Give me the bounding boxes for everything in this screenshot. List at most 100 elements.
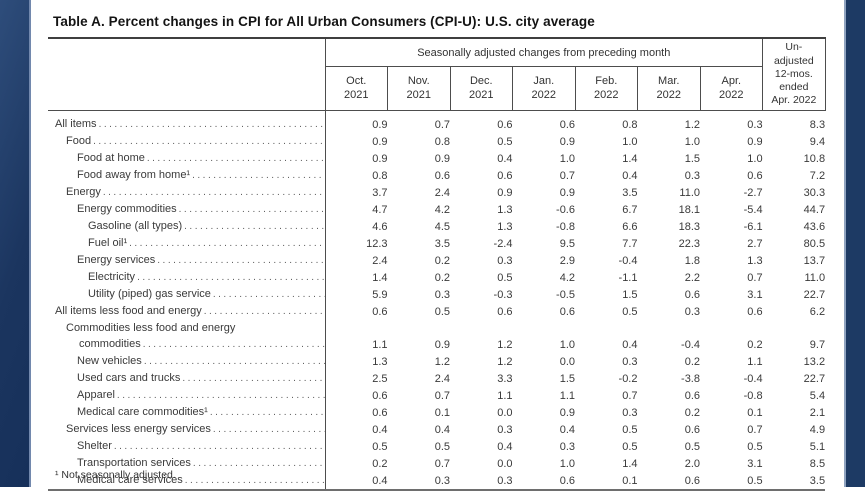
unadjusted-value-cell: 22.7 (803, 289, 826, 301)
table-row: Electricity.............................… (48, 269, 825, 286)
value-cell: 0.4 (622, 339, 638, 351)
table-row: Food at home............................… (48, 150, 825, 167)
table-row: Medical care services...................… (48, 472, 825, 490)
month-header-row: Oct. 2021 Nov. 2021 Dec. 2021 Jan. 2022 Feb. 2022… (48, 66, 825, 111)
value-cell: 1.0 (559, 153, 575, 165)
row-label-cell: Energy..................................… (48, 184, 326, 201)
column-header-year: 2022 (594, 88, 619, 101)
table-row: Medical care commodities¹...............… (48, 404, 825, 421)
value-cell: 0.6 (497, 119, 513, 131)
table-row: All items less food and energy..........… (48, 303, 825, 320)
value-cell: 1.0 (747, 153, 763, 165)
value-cell: 0.6 (372, 306, 388, 318)
value-cell: 0.7 (559, 170, 575, 182)
row-label: Electricity (88, 271, 136, 283)
row-label-continuation: commodities (79, 338, 141, 350)
value-cell: 0.5 (497, 136, 513, 148)
value-cell: 1.3 (372, 356, 388, 368)
column-header-year: 2022 (531, 88, 556, 101)
value-cell: 0.6 (684, 475, 700, 487)
value-cell: 1.0 (559, 339, 575, 351)
value-cell: 0.5 (622, 424, 638, 436)
value-cell: 1.0 (684, 136, 700, 148)
table-row: Transportation services.................… (48, 455, 825, 472)
value-cell: -0.4 (743, 373, 763, 385)
row-label: Utility (piped) gas service (88, 288, 211, 300)
unadjusted-value-cell: 9.7 (809, 339, 826, 351)
value-cell: 0.5 (372, 441, 388, 453)
row-label-cell: Fuel oil¹...............................… (48, 235, 326, 252)
value-cell: 2.9 (559, 255, 575, 267)
value-cell: 0.6 (559, 475, 575, 487)
unadjusted-value-cell: 8.3 (809, 119, 826, 131)
value-cell: 0.3 (684, 170, 700, 182)
value-cell: 0.3 (434, 475, 450, 487)
value-cell: 0.4 (497, 153, 513, 165)
value-cell: 3.7 (372, 187, 388, 199)
value-cell: 4.2 (434, 204, 450, 216)
value-cell: 0.0 (497, 407, 513, 419)
value-cell: 22.3 (678, 238, 700, 250)
value-cell: 1.3 (747, 255, 763, 267)
column-header-month: Nov. (407, 75, 430, 87)
value-cell: 0.6 (372, 390, 388, 402)
unadjusted-value-cell: 3.5 (809, 475, 826, 487)
value-cell: -2.4 (493, 238, 513, 250)
column-header-month: Feb. (595, 75, 618, 87)
row-label-cell: All items less food and energy..........… (48, 303, 326, 320)
value-cell: 0.0 (559, 356, 575, 368)
table-row: Energy commodities......................… (48, 201, 825, 218)
row-label: Used cars and trucks (77, 372, 181, 384)
value-cell: 0.1 (747, 407, 763, 419)
value-cell: 0.7 (747, 272, 763, 284)
row-label: Transportation services (77, 457, 191, 469)
unadjusted-value-cell: 43.6 (803, 221, 826, 233)
value-cell: 0.8 (622, 119, 638, 131)
value-cell: 0.3 (622, 407, 638, 419)
value-cell: 0.9 (559, 407, 575, 419)
value-cell: 1.5 (684, 153, 700, 165)
value-cell: 0.4 (622, 170, 638, 182)
row-label-cell: Commodities less food and energy commodit… (48, 320, 326, 353)
column-header-year: 2021 (344, 88, 369, 101)
value-cell: 1.1 (747, 356, 763, 368)
unadjusted-value-cell: 8.5 (809, 458, 826, 470)
value-cell: 4.6 (372, 221, 388, 233)
column-header-year: 2022 (656, 88, 681, 101)
value-cell: 0.9 (497, 187, 513, 199)
value-cell: 1.5 (559, 373, 575, 385)
dot-leader: ........................................… (192, 458, 325, 469)
row-label: Energy services (77, 254, 156, 266)
unadjusted-value-cell: 44.7 (803, 204, 826, 216)
row-label-cell: Medical care commodities¹...............… (48, 404, 326, 421)
value-cell: 1.3 (497, 221, 513, 233)
row-label: Food (66, 135, 92, 147)
column-header-month: Mar. (658, 75, 680, 87)
value-cell: -2.7 (743, 187, 763, 199)
dot-leader: ........................................… (192, 170, 325, 181)
value-cell: 0.1 (622, 475, 638, 487)
stub-header-cell (48, 38, 326, 111)
value-cell: 1.4 (372, 272, 388, 284)
value-cell: 2.4 (434, 373, 450, 385)
table-row: Apparel.................................… (48, 387, 825, 404)
unadjusted-value-cell: 13.7 (803, 255, 826, 267)
value-cell: 0.9 (372, 136, 388, 148)
value-cell: 0.6 (497, 306, 513, 318)
value-cell: 1.4 (622, 153, 638, 165)
value-cell: 1.2 (684, 119, 700, 131)
value-cell: 6.6 (622, 221, 638, 233)
table-row: Energy services.........................… (48, 252, 825, 269)
row-label-cell: Apparel.................................… (48, 387, 326, 404)
table-row: Fuel oil¹...............................… (48, 235, 825, 252)
value-cell: 0.8 (372, 170, 388, 182)
value-cell: 0.5 (684, 441, 700, 453)
value-cell: 0.6 (684, 424, 700, 436)
unadjusted-value-cell: 7.2 (809, 170, 826, 182)
value-cell: 0.5 (434, 306, 450, 318)
value-cell: 0.4 (497, 441, 513, 453)
row-label: New vehicles (77, 355, 142, 367)
value-cell: 0.7 (434, 458, 450, 470)
value-cell: 0.9 (372, 119, 388, 131)
value-cell: 0.5 (434, 441, 450, 453)
